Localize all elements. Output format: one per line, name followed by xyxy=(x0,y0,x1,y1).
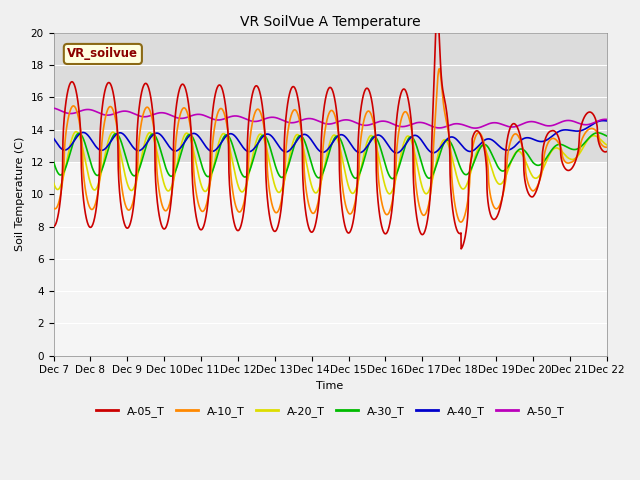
X-axis label: Time: Time xyxy=(317,381,344,391)
Title: VR SoilVue A Temperature: VR SoilVue A Temperature xyxy=(240,15,420,29)
Legend: A-05_T, A-10_T, A-20_T, A-30_T, A-40_T, A-50_T: A-05_T, A-10_T, A-20_T, A-30_T, A-40_T, … xyxy=(91,401,569,421)
Y-axis label: Soil Temperature (C): Soil Temperature (C) xyxy=(15,137,25,252)
Bar xyxy=(54,33,607,162)
Text: VR_soilvue: VR_soilvue xyxy=(67,48,138,60)
